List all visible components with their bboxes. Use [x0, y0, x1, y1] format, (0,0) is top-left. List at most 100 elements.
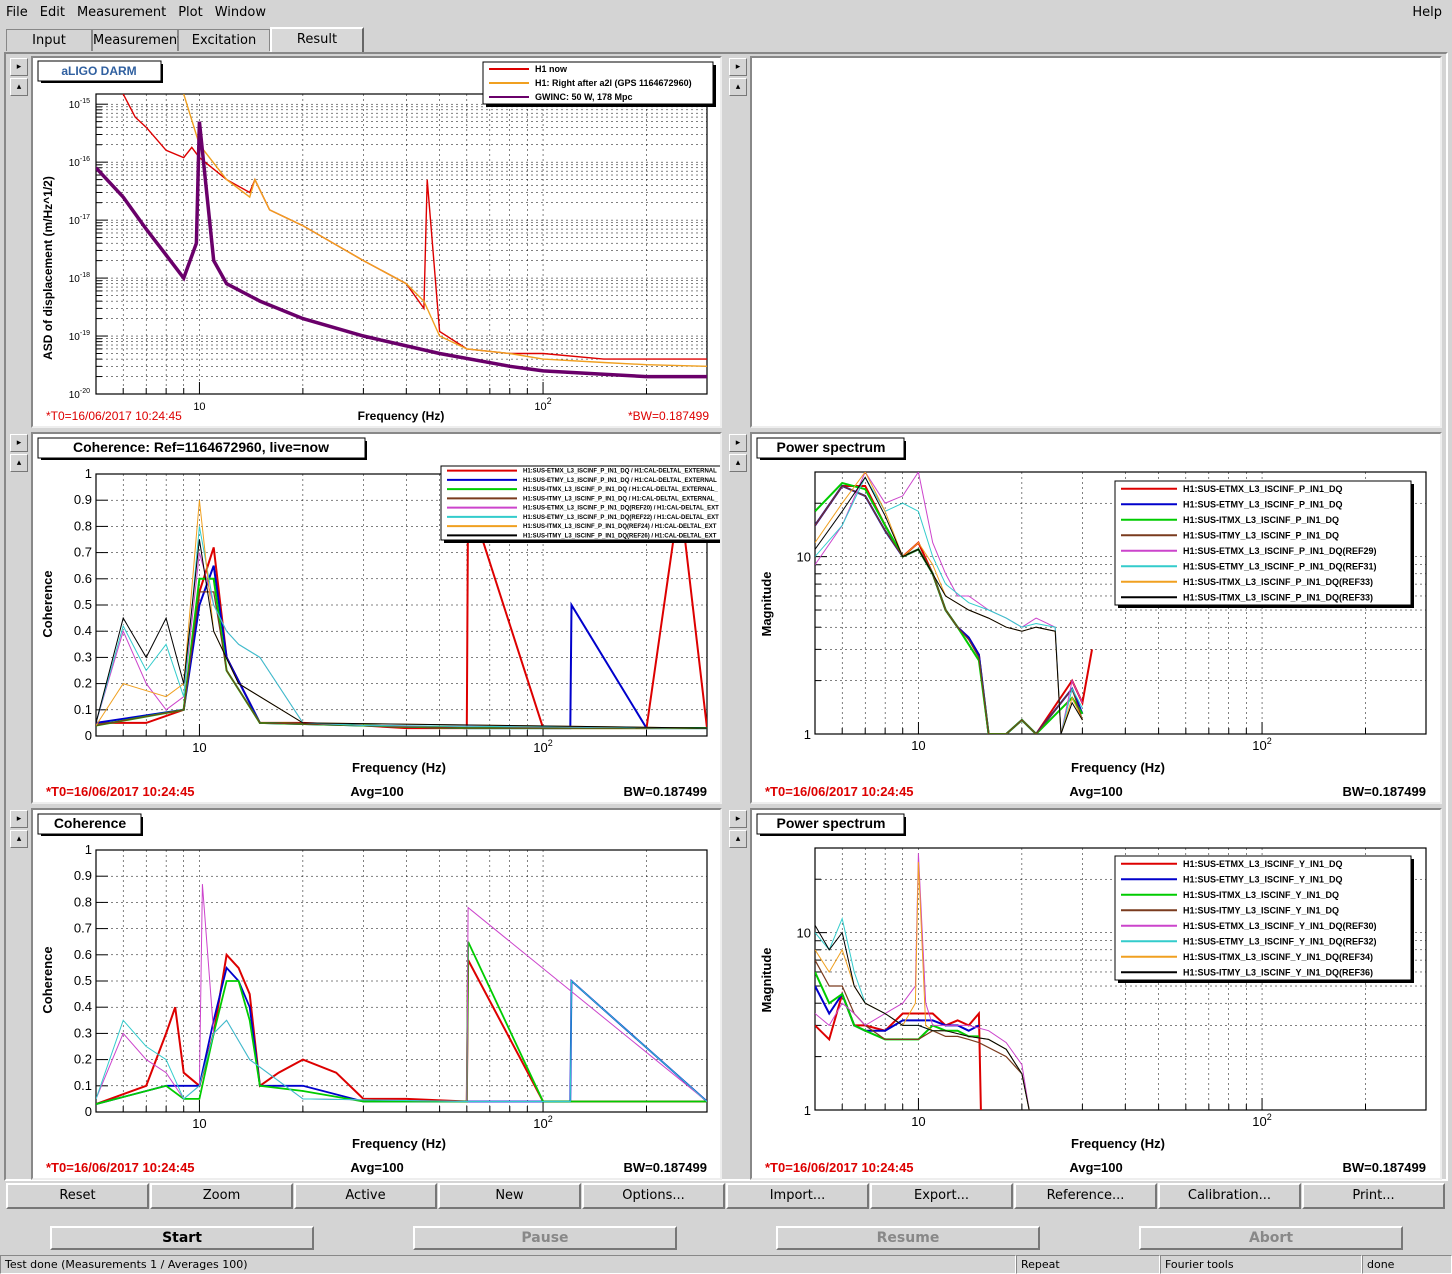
import-button[interactable]: Import...: [726, 1183, 869, 1209]
active-button[interactable]: Active: [294, 1183, 437, 1209]
legend-entry: H1:SUS-ITMY_L3_ISCINF_P_IN1_DQ / H1:CAL-…: [523, 496, 718, 502]
tab-measurement[interactable]: Measurement: [92, 29, 182, 51]
plot-frame: [95, 473, 708, 737]
new-button[interactable]: New: [438, 1183, 581, 1209]
legend-entry: H1:SUS-ETMY_L3_ISCINF_Y_IN1_DQ: [1183, 874, 1343, 884]
menu-file[interactable]: File: [6, 5, 28, 20]
legend-entry: H1:SUS-ETMY_L3_ISCINF_P_IN1_DQ / H1:CAL-…: [523, 478, 717, 484]
pad-options-icon[interactable]: ▴: [729, 830, 747, 848]
print-button[interactable]: Print...: [1302, 1183, 1445, 1209]
x-axis-label: Frequency (Hz): [352, 760, 446, 775]
series-line: [815, 959, 1030, 1110]
plot-toolbar: Reset Zoom Active New Options... Import.…: [6, 1183, 1446, 1211]
series-line: [96, 952, 707, 1106]
series-line: [815, 481, 1084, 734]
darm-plot-pad[interactable]: 10 102 10-20 10-19 10-18 10-17 10-16 10-15 aLIG…: [31, 56, 722, 428]
pad-options-icon[interactable]: ▸: [729, 434, 747, 452]
avg-stamp: Avg=100: [1069, 1160, 1122, 1175]
coherence-p-plot-pad[interactable]: 0 0.1 0.2 0.3 0.4 0.5 0.6 0.7 0.8 0.9 1 10 102 Coher…: [31, 432, 722, 804]
pad-options-icon[interactable]: ▸: [10, 810, 28, 828]
series-line: [183, 94, 707, 367]
series-line: [815, 853, 1030, 1110]
menu-help[interactable]: Help: [1412, 5, 1442, 20]
pad-options-icon[interactable]: ▴: [10, 78, 28, 96]
legend-entry: H1:SUS-ITMX_L3_ISCINF_P_IN1_DQ / H1:CAL-…: [523, 487, 718, 493]
pad-options-icon[interactable]: ▴: [729, 454, 747, 472]
empty-plot-pad[interactable]: [750, 56, 1442, 428]
x-tick-label: 10: [911, 1114, 925, 1129]
power-spectrum-y-plot-pad[interactable]: 10 102 1 10 Power spectrum H1:SUS-ETMX_L3_I…: [750, 808, 1442, 1180]
status-message: Test done (Measurements 1 / Averages 100…: [0, 1255, 1016, 1274]
abort-button[interactable]: Abort: [1139, 1226, 1403, 1250]
pad-options-icon[interactable]: ▸: [729, 58, 747, 76]
pad-options-icon[interactable]: ▴: [729, 78, 747, 96]
tab-excitation[interactable]: Excitation: [178, 29, 270, 51]
legend-entry: H1:SUS-ETMY_L3_ISCINF_P_IN1_DQ(REF31): [1183, 561, 1377, 571]
y-tick-label: 0.2: [74, 1052, 92, 1067]
calibration-button[interactable]: Calibration...: [1158, 1183, 1301, 1209]
start-button[interactable]: Start: [50, 1226, 314, 1250]
x-tick-label: 102: [533, 1114, 552, 1131]
legend-entry: H1:SUS-ITMY_L3_ISCINF_Y_IN1_DQ(REF36): [1183, 967, 1373, 977]
x-tick-label: 10: [192, 740, 206, 755]
series-line: [96, 539, 707, 729]
series-line: [96, 979, 707, 1102]
legend-entry: H1:SUS-ITMX_L3_ISCINF_P_IN1_DQ(REF33): [1183, 577, 1373, 587]
y-tick-label: 10-16: [69, 156, 90, 169]
y-tick-label: 0.5: [74, 597, 92, 612]
series-line: [815, 925, 1030, 1110]
legend-entry: H1 now: [535, 64, 568, 74]
reset-button[interactable]: Reset: [6, 1183, 149, 1209]
tab-input[interactable]: Input: [6, 29, 92, 51]
legend-entry: H1: Right after a2l (GPS 1164672960): [535, 78, 692, 88]
pad-options-icon[interactable]: ▴: [10, 454, 28, 472]
pad-options-icon[interactable]: ▸: [10, 434, 28, 452]
pad-options-icon[interactable]: ▸: [729, 810, 747, 828]
menu-measurement[interactable]: Measurement: [76, 5, 167, 20]
y-tick-label: 0.2: [74, 676, 92, 691]
plot-frame: [95, 849, 708, 1113]
legend-entry: H1:SUS-ETMY_L3_ISCINF_P_IN1_DQ(REF22) / …: [523, 515, 719, 521]
x-tick-label: 10: [911, 738, 925, 753]
zoom-button[interactable]: Zoom: [150, 1183, 293, 1209]
t0-stamp: *T0=16/06/2017 10:24:45: [46, 409, 182, 423]
y-tick-label: 1: [804, 1103, 811, 1118]
pad-options-icon[interactable]: ▴: [10, 830, 28, 848]
x-tick-label: 102: [533, 738, 552, 755]
y-tick-label: 0.3: [74, 1025, 92, 1040]
bw-stamp: BW=0.187499: [1343, 1160, 1426, 1175]
plot-title: Coherence: [54, 815, 127, 831]
series-line: [96, 941, 707, 1105]
menu-window[interactable]: Window: [214, 5, 266, 20]
avg-stamp: Avg=100: [350, 1160, 403, 1175]
resume-button[interactable]: Resume: [776, 1226, 1040, 1250]
menu-bar: File Edit Measurement Plot Window Help: [0, 0, 1452, 25]
power-spectrum-p-plot-pad[interactable]: 10 102 1 10 Power spectrum H1:SUS-ETMX_L3_I…: [750, 432, 1442, 804]
coherence-y-plot-pad[interactable]: 0 0.1 0.2 0.3 0.4 0.5 0.6 0.7 0.8 0.9 1 10 102 Coher…: [31, 808, 722, 1180]
plot-grid: [95, 94, 708, 395]
y-tick-label: 0.7: [74, 545, 92, 560]
avg-stamp: Avg=100: [1069, 784, 1122, 799]
legend-entry: H1:SUS-ETMX_L3_ISCINF_P_IN1_DQ / H1:CAL-…: [523, 469, 717, 475]
y-tick-label: 10-17: [69, 214, 90, 227]
series-line: [815, 990, 982, 1110]
menu-edit[interactable]: Edit: [39, 5, 65, 20]
series-line: [96, 526, 707, 729]
pause-button[interactable]: Pause: [413, 1226, 677, 1250]
pad-options-icon[interactable]: ▸: [10, 58, 28, 76]
series-line: [815, 472, 1083, 734]
legend-box: [1114, 855, 1412, 981]
x-axis-label: Frequency (Hz): [1071, 1136, 1165, 1151]
legend-entry: H1:SUS-ETMX_L3_ISCINF_Y_IN1_DQ: [1183, 859, 1343, 869]
tab-result[interactable]: Result: [270, 27, 364, 52]
y-tick-label: 0.8: [74, 894, 92, 909]
y-tick-label: 0: [85, 1104, 92, 1119]
reference-button[interactable]: Reference...: [1014, 1183, 1157, 1209]
y-tick-label: 0.6: [74, 947, 92, 962]
options-button[interactable]: Options...: [582, 1183, 725, 1209]
menu-plot[interactable]: Plot: [178, 5, 203, 20]
legend-entry: H1:SUS-ITMY_L3_ISCINF_P_IN1_DQ(REF26) / …: [523, 533, 717, 539]
y-tick-label: 0.6: [74, 571, 92, 586]
x-tick-label: 10: [192, 1116, 206, 1131]
export-button[interactable]: Export...: [870, 1183, 1013, 1209]
